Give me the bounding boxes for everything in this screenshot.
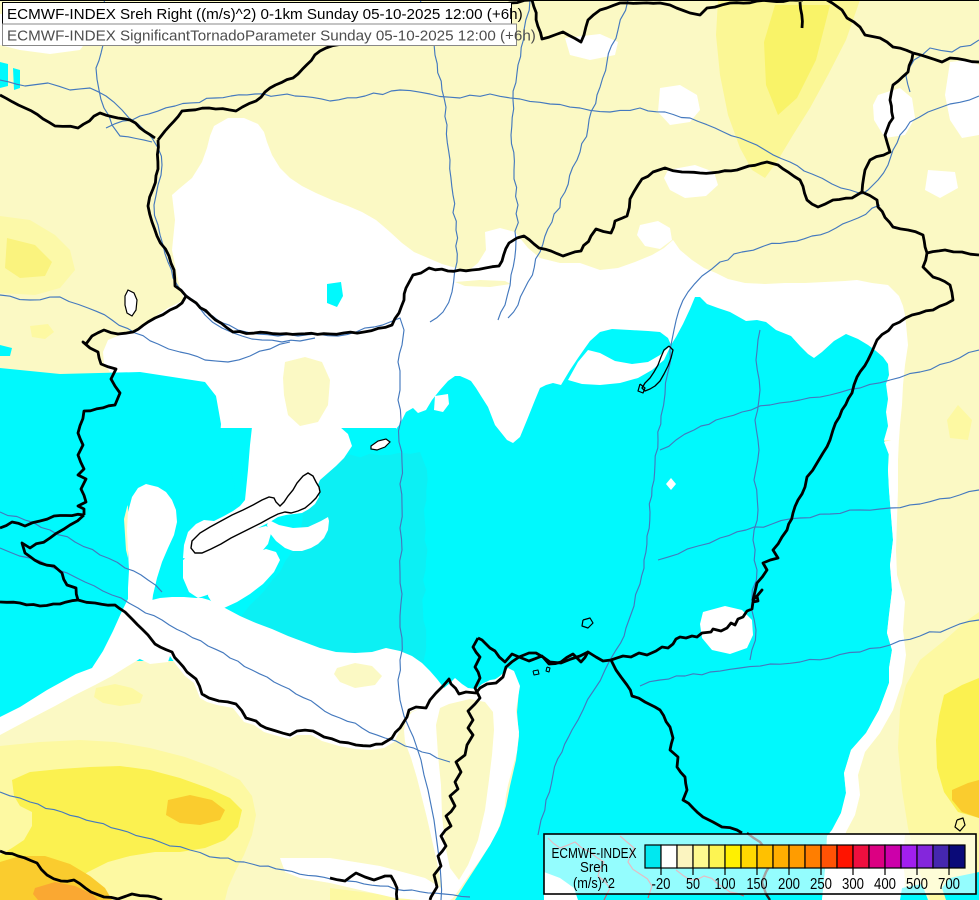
svg-text:(m/s)^2: (m/s)^2 [573,875,615,892]
svg-text:50: 50 [686,876,700,893]
svg-text:ECMWF-INDEX: ECMWF-INDEX [552,845,637,862]
svg-text:Sreh: Sreh [580,859,608,876]
svg-text:400: 400 [874,876,896,893]
svg-text:ECMWF-INDEX SignificantTornado: ECMWF-INDEX SignificantTornadoParameter … [7,28,536,45]
svg-text:150: 150 [747,876,768,893]
svg-text:500: 500 [906,876,928,893]
svg-text:250: 250 [810,876,832,893]
svg-text:-20: -20 [652,876,671,893]
svg-text:300: 300 [842,876,864,893]
svg-text:700: 700 [938,876,960,893]
svg-text:200: 200 [778,876,800,893]
svg-text:100: 100 [715,876,736,893]
svg-text:ECMWF-INDEX Sreh Right ((m/s)^: ECMWF-INDEX Sreh Right ((m/s)^2) 0-1km S… [7,6,523,23]
